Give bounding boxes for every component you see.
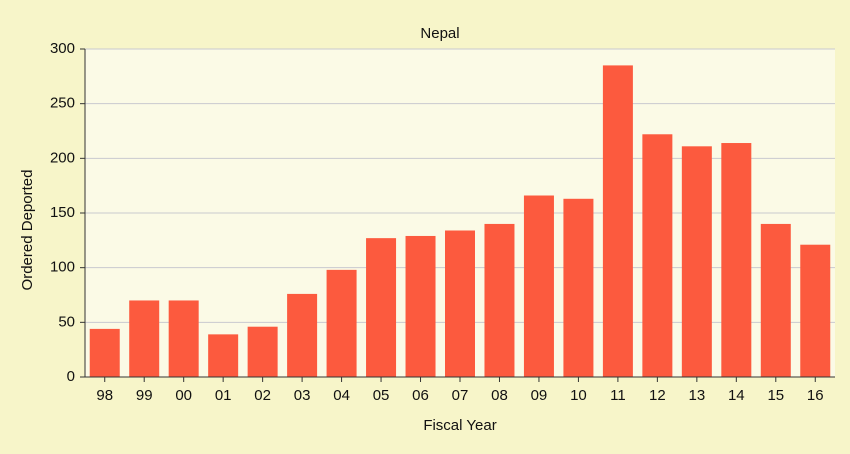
x-tick-label: 10	[570, 387, 587, 404]
x-tick-label: 04	[333, 387, 350, 404]
bar	[366, 238, 397, 377]
bar	[760, 223, 791, 377]
x-tick-label: 16	[807, 387, 824, 404]
bar	[563, 198, 594, 377]
x-tick-label: 15	[767, 387, 784, 404]
bar	[129, 300, 160, 377]
bar	[484, 223, 515, 377]
bar	[247, 326, 278, 377]
bar	[326, 269, 357, 377]
x-tick-label: 03	[294, 387, 311, 404]
y-tick-label: 100	[50, 259, 75, 276]
bar	[89, 328, 120, 377]
y-tick-label: 0	[67, 368, 75, 385]
y-tick-label: 50	[58, 313, 75, 330]
chart-title: Nepal	[420, 25, 459, 42]
y-tick-label: 200	[50, 149, 75, 166]
x-tick-label: 00	[175, 387, 192, 404]
x-tick-label: 01	[215, 387, 232, 404]
bar	[681, 146, 712, 377]
bar	[721, 143, 752, 377]
bar	[405, 235, 436, 377]
x-tick-label: 02	[254, 387, 271, 404]
bar	[642, 134, 673, 377]
x-tick-label: 14	[728, 387, 745, 404]
bar	[602, 65, 633, 378]
x-tick-label: 06	[412, 387, 429, 404]
x-tick-label: 08	[491, 387, 508, 404]
bar	[523, 195, 554, 377]
x-tick-label: 09	[531, 387, 548, 404]
y-tick-label: 250	[50, 95, 75, 112]
x-tick-label: 98	[96, 387, 113, 404]
x-tick-label: 07	[452, 387, 469, 404]
x-tick-label: 99	[136, 387, 153, 404]
x-tick-label: 12	[649, 387, 666, 404]
bar	[445, 230, 475, 377]
y-tick-label: 150	[50, 204, 75, 221]
y-axis-label: Ordered Deported	[19, 170, 36, 291]
x-tick-label: 13	[688, 387, 705, 404]
y-tick-label: 300	[50, 40, 75, 57]
bar	[168, 300, 199, 377]
bar	[287, 293, 318, 377]
x-tick-label: 11	[610, 387, 626, 404]
x-tick-label: 05	[373, 387, 390, 404]
bar	[208, 334, 239, 377]
x-axis-label: Fiscal Year	[423, 417, 496, 434]
bar	[800, 244, 831, 377]
